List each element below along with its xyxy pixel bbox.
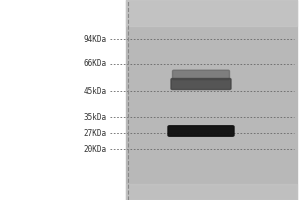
FancyBboxPatch shape bbox=[172, 70, 230, 80]
Text: 45kDa: 45kDa bbox=[83, 87, 106, 96]
Text: 35kDa: 35kDa bbox=[83, 112, 106, 121]
Text: 66KDa: 66KDa bbox=[83, 60, 106, 68]
Bar bbox=[126, 0, 297, 200]
Text: 27KDa: 27KDa bbox=[83, 129, 106, 138]
FancyBboxPatch shape bbox=[168, 126, 234, 136]
Text: 94KDa: 94KDa bbox=[83, 34, 106, 44]
Bar bbox=[126, 184, 297, 200]
Bar bbox=[126, 0, 297, 26]
FancyBboxPatch shape bbox=[171, 78, 231, 89]
Text: 20KDa: 20KDa bbox=[83, 144, 106, 154]
